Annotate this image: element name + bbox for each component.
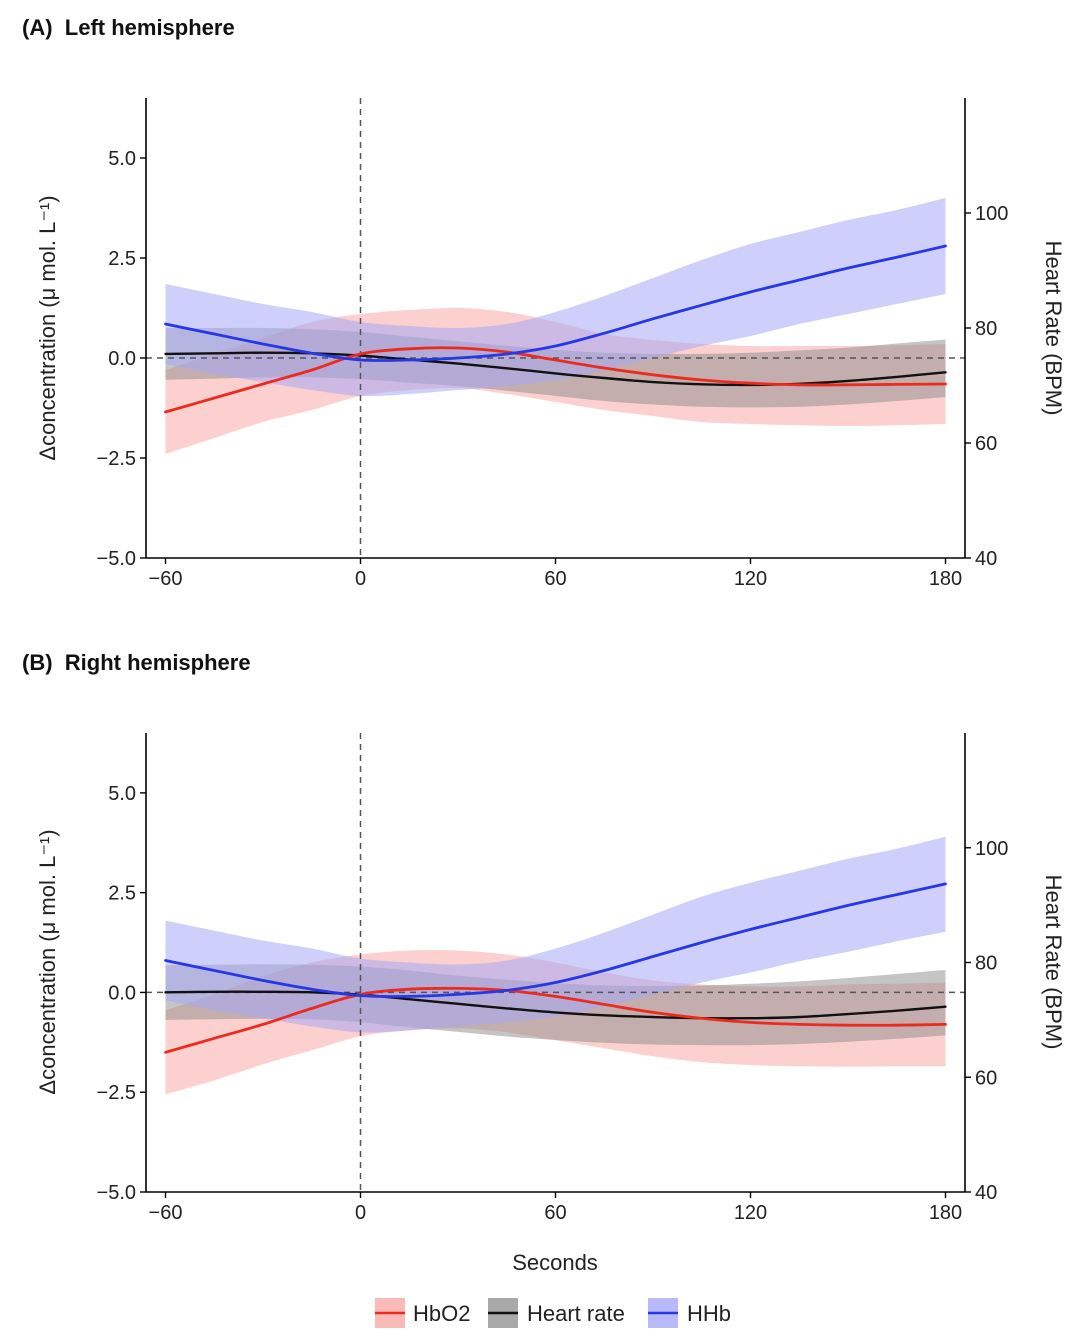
- legend-item-hhb: HHb: [648, 1298, 731, 1328]
- y-tick-label-left: 5.0: [108, 148, 136, 170]
- panel-left-hemisphere: (A) Left hemisphere −60 0 60 120 180 −5.0 −2.5…: [22, 15, 1066, 590]
- series-line-hbo2: [164, 986, 947, 1054]
- y-tick-label-right: 100: [975, 203, 1008, 225]
- x-tick-label: −60: [149, 1202, 183, 1224]
- y-tick-label-left: 2.5: [108, 883, 136, 905]
- panel-title: (A) Left hemisphere: [22, 15, 235, 40]
- y-tick-label-left: 0.0: [108, 982, 136, 1004]
- panel-title: (B) Right hemisphere: [22, 650, 251, 675]
- x-tick-label: 120: [734, 568, 767, 590]
- band-hhb: [165, 836, 946, 1033]
- y-tick-label-left: 5.0: [108, 783, 136, 805]
- x-tick-label: 180: [929, 568, 962, 590]
- x-tick-label: 0: [355, 1202, 366, 1224]
- series-line-hr: [164, 351, 947, 387]
- y-tick-label-right: 80: [975, 953, 997, 975]
- y-tick-label-left: −5.0: [97, 1182, 136, 1204]
- x-tick-label: 0: [355, 568, 366, 590]
- y-tick-label-right: 40: [975, 1182, 997, 1204]
- legend-label-hhb: HHb: [687, 1301, 731, 1326]
- y-tick-label-right: 80: [975, 318, 997, 340]
- x-axis-title: Seconds: [512, 1250, 598, 1275]
- axes: −60 0 60 120 180 −5.0 −2.5 0.0 2.5 5.0 40 60 80 100: [97, 98, 1008, 590]
- y-axis-title-right: Heart Rate (BPM): [1041, 875, 1066, 1050]
- series-line-hhb: [164, 244, 947, 362]
- y-tick-label-left: −2.5: [97, 448, 136, 470]
- y-axis-title-left: Δconcentration (μ mol. L⁻¹): [35, 829, 60, 1094]
- band-hhb: [165, 198, 946, 397]
- legend-label-heart-rate: Heart rate: [527, 1301, 625, 1326]
- y-axis-title-right: Heart Rate (BPM): [1041, 241, 1066, 416]
- y-tick-label-right: 60: [975, 433, 997, 455]
- series-line-hbo2: [164, 346, 947, 414]
- x-tick-label: −60: [149, 568, 183, 590]
- y-axis-title-left: Δconcentration (μ mol. L⁻¹): [35, 195, 60, 460]
- confidence-bands: [165, 198, 946, 454]
- series-lines: [164, 882, 947, 1054]
- y-tick-label-left: 2.5: [108, 248, 136, 270]
- series-lines: [164, 244, 947, 414]
- y-tick-label-right: 40: [975, 548, 997, 570]
- axes: −60 0 60 120 180 −5.0 −2.5 0.0 2.5 5.0 40 60 80 100: [97, 733, 1008, 1224]
- x-tick-label: 120: [734, 1202, 767, 1224]
- x-tick-label: 180: [929, 1202, 962, 1224]
- legend-label-hbo2: HbO2: [413, 1301, 470, 1326]
- x-tick-label: 60: [544, 1202, 566, 1224]
- series-line-hhb: [164, 882, 947, 998]
- y-tick-label-left: 0.0: [108, 348, 136, 370]
- legend-item-hbo2: HbO2: [375, 1298, 470, 1328]
- x-tick-label: 60: [544, 568, 566, 590]
- series-line-hr: [164, 990, 947, 1020]
- y-tick-label-right: 100: [975, 838, 1008, 860]
- y-tick-label-right: 60: [975, 1067, 997, 1089]
- y-tick-label-left: −2.5: [97, 1082, 136, 1104]
- legend-item-heart-rate: Heart rate: [488, 1298, 625, 1328]
- y-tick-label-left: −5.0: [97, 548, 136, 570]
- panel-right-hemisphere: (B) Right hemisphere −60 0 60 120 180 −5.0 −2.…: [22, 650, 1066, 1224]
- confidence-bands: [165, 836, 946, 1095]
- legend: HbO2 Heart rate HHb: [375, 1298, 731, 1328]
